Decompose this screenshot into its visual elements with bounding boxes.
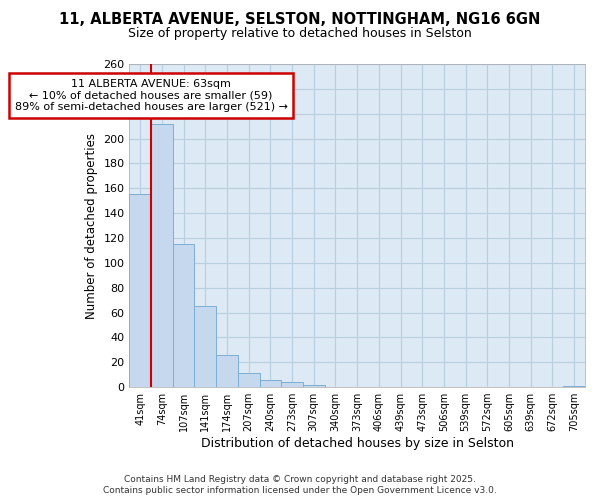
Bar xyxy=(238,374,260,387)
Bar xyxy=(216,355,238,387)
Text: Contains public sector information licensed under the Open Government Licence v3: Contains public sector information licen… xyxy=(103,486,497,495)
Y-axis label: Number of detached properties: Number of detached properties xyxy=(85,132,98,318)
Bar xyxy=(151,124,173,387)
Text: 11 ALBERTA AVENUE: 63sqm
← 10% of detached houses are smaller (59)
89% of semi-d: 11 ALBERTA AVENUE: 63sqm ← 10% of detach… xyxy=(14,79,287,112)
Bar xyxy=(563,386,585,387)
X-axis label: Distribution of detached houses by size in Selston: Distribution of detached houses by size … xyxy=(200,437,514,450)
Text: Size of property relative to detached houses in Selston: Size of property relative to detached ho… xyxy=(128,28,472,40)
Bar xyxy=(130,194,151,387)
Text: 11, ALBERTA AVENUE, SELSTON, NOTTINGHAM, NG16 6GN: 11, ALBERTA AVENUE, SELSTON, NOTTINGHAM,… xyxy=(59,12,541,28)
Bar xyxy=(303,384,325,387)
Bar xyxy=(281,382,303,387)
Bar xyxy=(173,244,194,387)
Text: Contains HM Land Registry data © Crown copyright and database right 2025.: Contains HM Land Registry data © Crown c… xyxy=(124,475,476,484)
Bar xyxy=(194,306,216,387)
Bar xyxy=(260,380,281,387)
